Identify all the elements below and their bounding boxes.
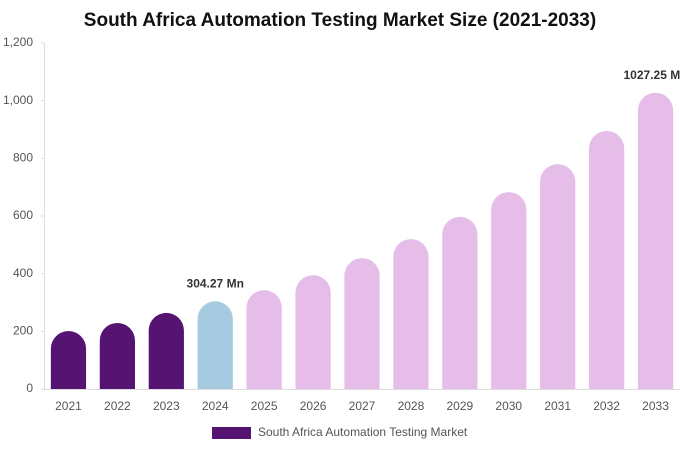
x-tick-label: 2032 (593, 399, 620, 413)
x-tick-label: 2033 (642, 399, 669, 413)
y-tick-label: 800 (13, 151, 33, 165)
bar (99, 322, 135, 389)
bar (344, 258, 380, 389)
y-tick-label: 1,200 (3, 35, 33, 49)
bar (589, 130, 625, 389)
bar (197, 301, 233, 389)
y-tick-label: 1,000 (3, 93, 33, 107)
y-tick-label: 200 (13, 324, 33, 338)
bar (246, 290, 282, 389)
bar (540, 164, 576, 389)
x-tick-label: 2022 (104, 399, 131, 413)
x-tick-label: 2031 (544, 399, 571, 413)
bar (148, 312, 184, 389)
y-tick-label: 600 (13, 208, 33, 222)
bar (393, 239, 429, 389)
x-tick-label: 2028 (398, 399, 425, 413)
x-tick-label: 2025 (251, 399, 278, 413)
bar (491, 192, 527, 389)
data-label: 1027.25 Mn (624, 68, 680, 82)
y-tick-label: 0 (26, 381, 33, 395)
x-tick-label: 2023 (153, 399, 180, 413)
x-tick-label: 2021 (55, 399, 82, 413)
x-tick-label: 2024 (202, 399, 229, 413)
x-tick-label: 2029 (446, 399, 473, 413)
bar (442, 216, 478, 389)
x-tick-label: 2030 (495, 399, 522, 413)
bar (637, 92, 674, 390)
data-label: 304.27 Mn (187, 276, 244, 290)
bar (50, 331, 87, 389)
legend-swatch (212, 427, 251, 439)
x-tick-label: 2026 (300, 399, 327, 413)
legend-label: South Africa Automation Testing Market (258, 425, 468, 439)
x-tick-label: 2027 (349, 399, 376, 413)
bar (295, 275, 331, 389)
chart-title: South Africa Automation Testing Market S… (84, 10, 596, 31)
y-tick-label: 400 (13, 266, 33, 280)
